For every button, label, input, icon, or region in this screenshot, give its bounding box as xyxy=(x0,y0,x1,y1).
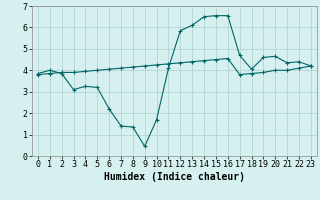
X-axis label: Humidex (Indice chaleur): Humidex (Indice chaleur) xyxy=(104,172,245,182)
